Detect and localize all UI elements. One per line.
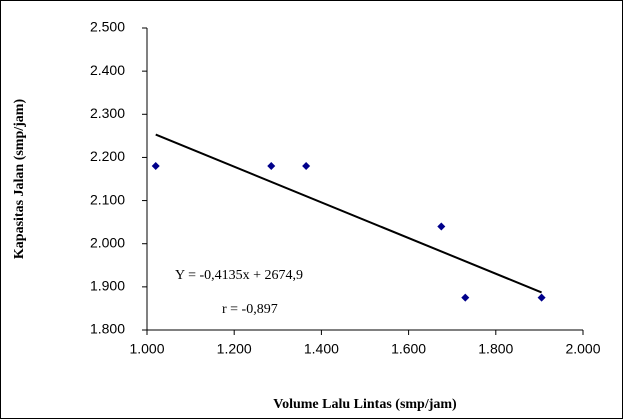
x-axis-title: Volume Lalu Lintas (smp/jam)	[273, 397, 457, 412]
y-tick-label: 1.900	[90, 278, 125, 294]
x-tick-label: 1.200	[217, 341, 252, 357]
data-point	[437, 222, 446, 231]
y-axis-title: Kapasitas Jalan (smp/jam)	[12, 99, 27, 260]
data-point	[537, 293, 546, 302]
r-annotation: r = -0,897	[222, 302, 278, 317]
y-tick-label: 2.100	[90, 191, 125, 207]
x-tick-label: 1.400	[304, 341, 339, 357]
y-tick-label: 1.800	[90, 321, 125, 337]
equation-annotation: Y = -0,4135x + 2674,9	[175, 268, 303, 283]
data-point	[302, 162, 311, 171]
x-tick-label: 1.000	[129, 341, 164, 357]
y-tick-label: 2.400	[90, 62, 125, 78]
data-point	[267, 162, 276, 171]
x-tick-label: 1.600	[391, 341, 426, 357]
y-tick-label: 2.300	[90, 105, 125, 121]
data-point	[461, 293, 470, 302]
trendline	[155, 133, 542, 294]
x-tick-label: 1.800	[478, 341, 513, 357]
x-tick-label: 2.000	[565, 341, 600, 357]
y-tick-label: 2.000	[90, 234, 125, 250]
y-tick-label: 2.500	[90, 19, 125, 35]
y-tick-label: 2.200	[90, 148, 125, 164]
data-point	[151, 162, 160, 171]
